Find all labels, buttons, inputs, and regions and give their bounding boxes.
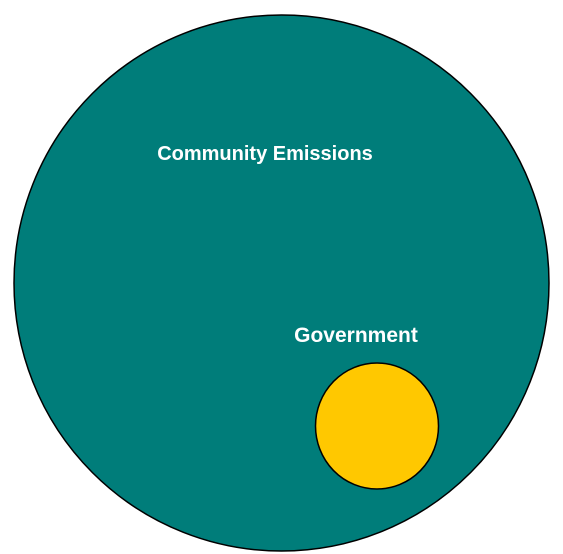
community-emissions-circle bbox=[13, 14, 550, 552]
government-label: Government bbox=[294, 324, 418, 347]
government-circle bbox=[314, 362, 440, 490]
community-emissions-label: Community Emissions bbox=[157, 143, 373, 165]
